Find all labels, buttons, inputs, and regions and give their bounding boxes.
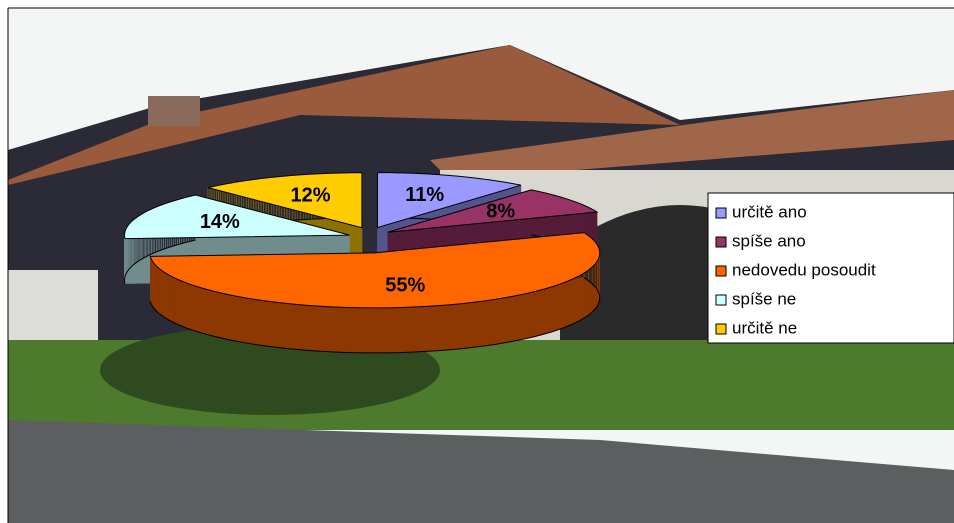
slice — [149, 232, 601, 309]
data-label: 55% — [385, 274, 425, 296]
chimney — [148, 96, 200, 126]
road — [8, 420, 954, 523]
legend-label: spíše ne — [732, 289, 796, 308]
legend-swatch — [715, 207, 727, 219]
slice-edge — [149, 277, 601, 354]
legend-box — [707, 192, 954, 344]
slice — [376, 172, 522, 229]
roof — [8, 45, 680, 185]
legend-swatch — [715, 236, 727, 248]
data-label: 8% — [486, 200, 515, 222]
slice-edge — [124, 239, 196, 284]
data-label: 11% — [405, 184, 444, 206]
legend-label: spíše ano — [732, 231, 806, 250]
data-label: 12% — [291, 184, 331, 206]
legend-swatch — [715, 323, 727, 335]
legend: určitě ano spíše ano nedovedu posoudit spíš… — [707, 192, 954, 344]
pie: 11% 8% 55% 14% 12% — [124, 172, 601, 354]
slice — [124, 194, 350, 240]
legend-label: určitě ne — [732, 318, 797, 337]
legend-label: nedovedu posoudit — [732, 260, 876, 279]
data-label: 14% — [200, 211, 240, 233]
slice — [207, 172, 363, 229]
roof-right — [430, 90, 954, 180]
wall-left — [8, 270, 98, 340]
legend-label: určitě ano — [732, 202, 807, 221]
legend-swatch — [715, 265, 727, 277]
legend-swatch — [715, 294, 727, 306]
slice — [387, 189, 599, 233]
